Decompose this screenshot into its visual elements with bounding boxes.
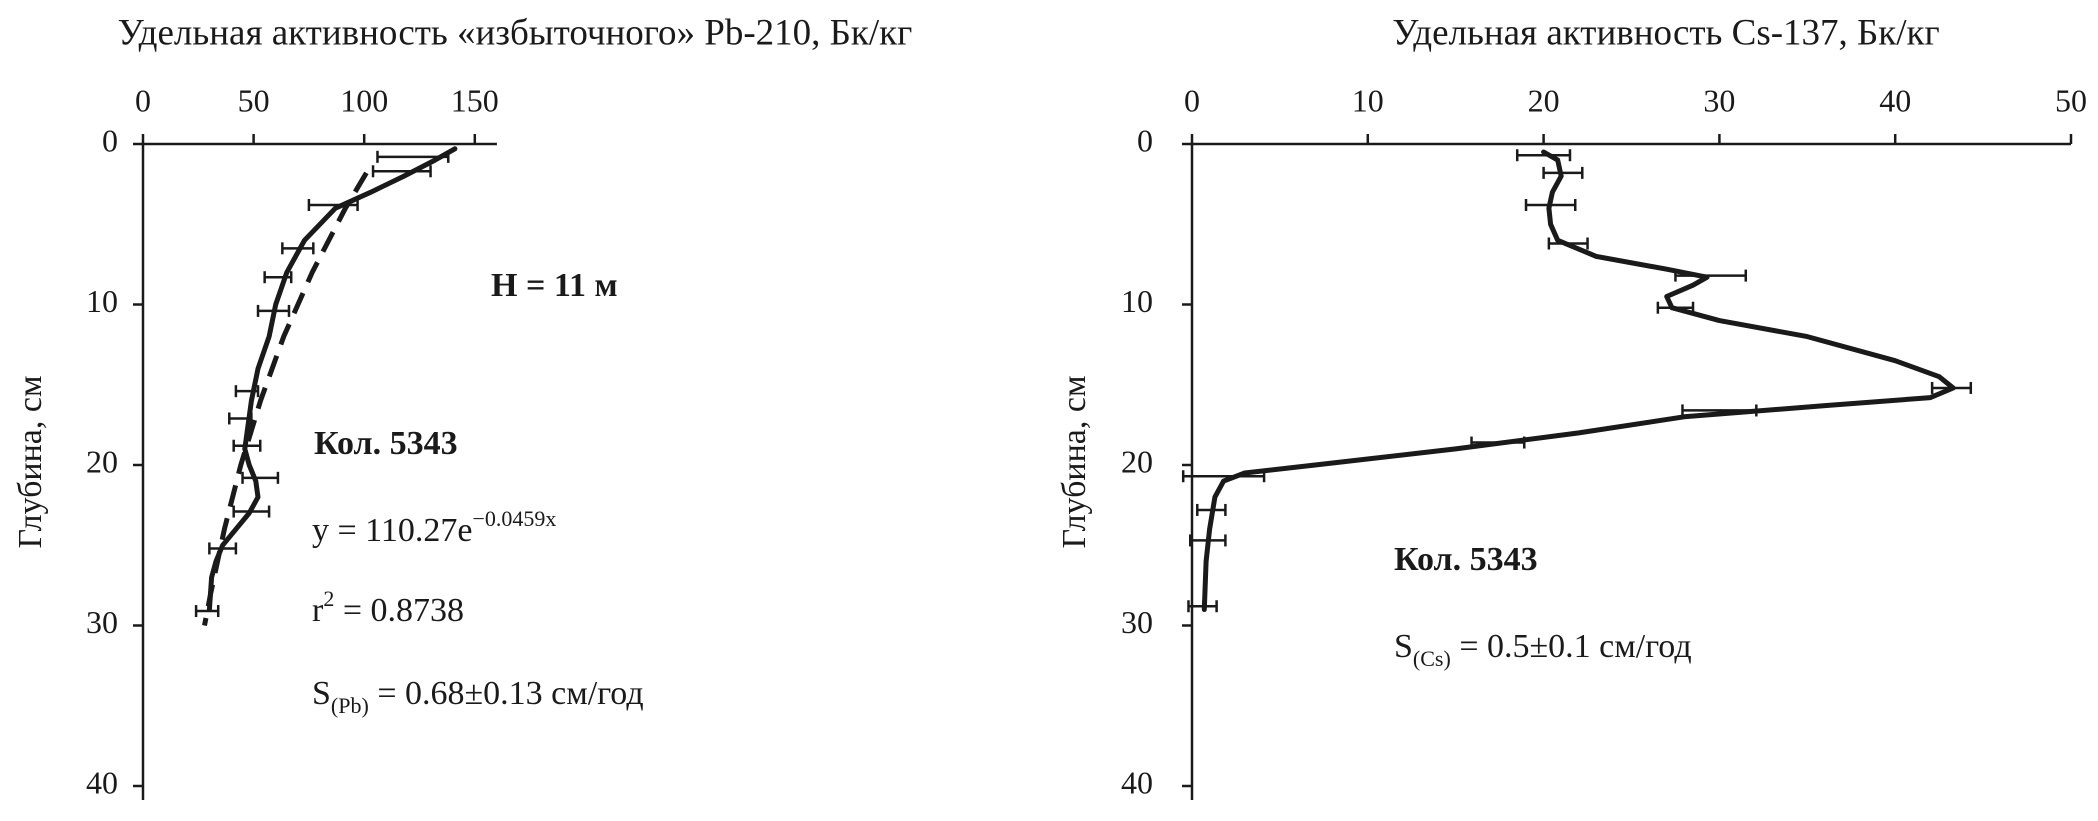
- annotation: S(Cs) = 0.5±0.1 см/год: [1394, 628, 1692, 671]
- annotation-superscript: 2: [323, 586, 334, 611]
- annotation: y = 110.27e−0.0459x: [312, 506, 556, 549]
- error-bar: [307, 198, 359, 211]
- x-tick-label: 150: [451, 82, 499, 118]
- x-tick-label: 0: [1184, 82, 1200, 118]
- y-tick-label: 40: [1121, 764, 1153, 800]
- annotation-text: y = 110.27e: [312, 512, 473, 549]
- error-bar: [1674, 269, 1748, 282]
- y-tick-label: 10: [1121, 283, 1153, 319]
- error-bar: [241, 471, 280, 484]
- x-tick-label: 100: [340, 82, 388, 118]
- annotation: H = 11 м: [491, 267, 618, 304]
- error-bar: [376, 150, 450, 163]
- error-bar: [1515, 149, 1572, 162]
- x-tick-label: 10: [1352, 82, 1384, 118]
- y-tick-label: 30: [1121, 604, 1153, 640]
- error-bar: [256, 304, 291, 317]
- annotation-text: S: [312, 675, 331, 712]
- error-bar: [1187, 600, 1218, 613]
- chart-title: Удельная активность Cs-137, Бк/кг: [1392, 12, 1939, 53]
- chart-title: Удельная активность «избыточного» Pb-210…: [118, 12, 913, 53]
- error-bar: [1188, 534, 1227, 547]
- error-bar: [194, 605, 220, 618]
- x-tick-label: 40: [1879, 82, 1911, 118]
- annotation: r2 = 0.8738: [312, 586, 464, 629]
- profile-line: [206, 146, 458, 612]
- error-bar: [1470, 436, 1526, 449]
- x-tick-label: 30: [1703, 82, 1735, 118]
- error-bar: [1524, 198, 1577, 211]
- annotation-subscript: (Pb): [331, 693, 369, 718]
- error-bar: [1196, 503, 1227, 516]
- annotation-subscript: (Cs): [1413, 646, 1451, 671]
- y-tick-label: 40: [86, 764, 118, 800]
- error-bar: [1930, 381, 1973, 394]
- error-bar: [232, 505, 271, 518]
- error-bar: [371, 165, 432, 178]
- fit-line: [202, 171, 369, 626]
- y-tick-label: 0: [102, 122, 118, 158]
- x-tick-label: 50: [238, 82, 270, 118]
- profile-line: [1201, 149, 1956, 612]
- annotation-text: S: [1394, 628, 1413, 665]
- error-bar: [281, 242, 315, 255]
- x-tick-label: 20: [1528, 82, 1560, 118]
- annotation-text: r: [312, 592, 324, 629]
- annotation: Кол. 5343: [314, 425, 458, 462]
- y-tick-label: 20: [1121, 443, 1153, 479]
- error-bar: [1656, 301, 1695, 314]
- annotation-text: = 0.68±0.13 см/год: [369, 675, 644, 712]
- error-bar: [1181, 470, 1266, 483]
- y-tick-label: 20: [86, 443, 118, 479]
- annotation-text: = 0.5±0.1 см/год: [1451, 628, 1692, 665]
- annotation-superscript: −0.0459x: [473, 506, 557, 531]
- annotation: S(Pb) = 0.68±0.13 см/год: [312, 675, 644, 718]
- error-bar: [232, 439, 262, 452]
- y-tick-label: 10: [86, 283, 118, 319]
- error-bar: [263, 271, 293, 284]
- y-tick-label: 30: [86, 604, 118, 640]
- x-tick-label: 50: [2055, 82, 2087, 118]
- error-bar: [1547, 237, 1589, 250]
- annotation: Кол. 5343: [1394, 541, 1538, 578]
- annotation-text: = 0.8738: [334, 592, 464, 629]
- error-bar: [228, 412, 253, 425]
- error-bar: [234, 385, 260, 398]
- error-bar: [1681, 404, 1758, 417]
- y-axis-label: Глубина, см: [1056, 375, 1093, 548]
- error-bar: [1542, 166, 1584, 179]
- y-axis-label: Глубина, см: [12, 375, 49, 548]
- x-tick-label: 0: [135, 82, 151, 118]
- y-tick-label: 0: [1137, 122, 1153, 158]
- error-bar: [208, 542, 238, 555]
